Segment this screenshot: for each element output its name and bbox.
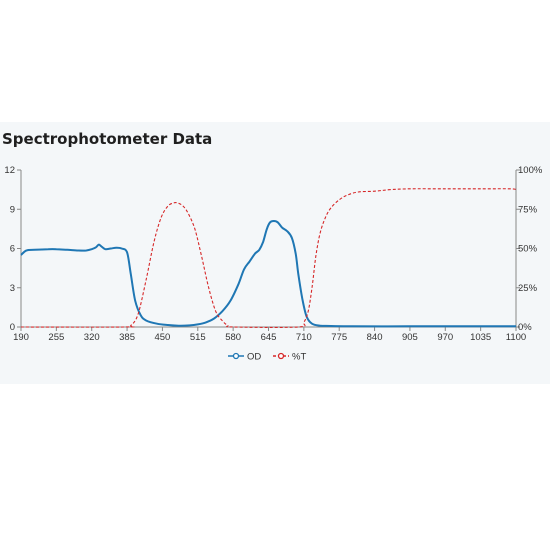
chart-title: Spectrophotometer Data [2,130,213,148]
chart-panel: Spectrophotometer Data 0 3 6 9 12 0% 25% 50% 75%… [0,122,550,384]
y2-tick-label: 25% [518,283,538,294]
legend-label: %T [292,352,306,363]
y-tick-label: 9 [10,204,15,215]
x-tick-label: 1100 [506,332,526,343]
y-tick-label: 12 [4,165,15,176]
y-tick-label: 0 [10,322,15,333]
x-tick-label: 255 [48,332,64,343]
x-tick-label: 450 [154,332,170,343]
x-tick-label: 840 [367,332,383,343]
series-line-transmittance [20,188,517,328]
x-tick-label: 645 [261,332,277,343]
y2-tick-label: 75% [518,204,538,215]
x-tick-label: 320 [84,332,100,343]
legend-marker [277,352,285,360]
x-tick-label: 190 [13,332,29,343]
y2-tick-label: 0% [518,322,532,333]
x-tick-label: 515 [190,332,206,343]
x-tick-label: 775 [331,332,347,343]
x-tick-label: 710 [296,332,312,343]
y2-tick-label: 50% [518,244,538,255]
spectrophotometer-chart: 0 3 6 9 12 0% 25% 50% 75% 100% 190 255 320 385 450 515 5… [4,165,543,363]
series-line-od [20,220,516,328]
y2-tick-label: 100% [518,165,543,176]
x-tick-label: 580 [225,332,241,343]
x-tick-label: 905 [402,332,418,343]
y-tick-label: 3 [10,283,15,294]
legend-marker [232,352,240,360]
x-tick-label: 385 [119,332,135,343]
legend-label: OD [247,352,261,363]
y-tick-label: 6 [10,244,15,255]
x-tick-label: 1035 [470,332,491,343]
x-tick-label: 970 [437,332,453,343]
